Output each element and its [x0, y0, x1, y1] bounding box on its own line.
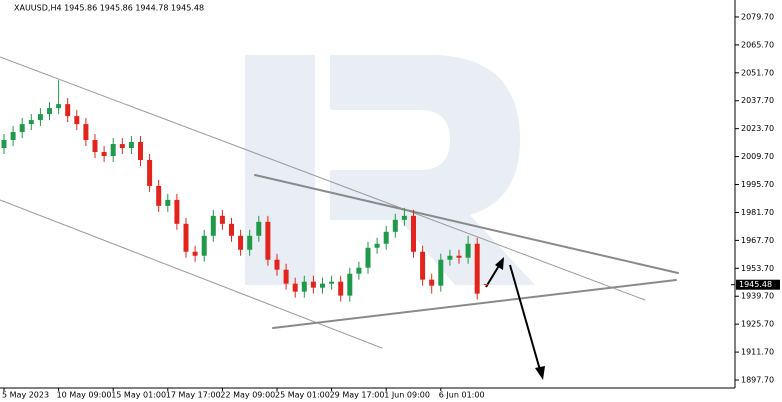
- candle-body: [310, 281, 316, 288]
- candle-body: [338, 281, 344, 296]
- y-tick-label: 1925.70: [741, 320, 774, 329]
- candle-body: [147, 159, 153, 186]
- candle-body: [192, 251, 198, 256]
- candle-body: [37, 114, 43, 121]
- y-tick-label: 2065.70: [741, 40, 774, 49]
- candle-body: [292, 283, 298, 292]
- candle-body: [401, 215, 407, 220]
- candle-body: [210, 215, 216, 236]
- y-tick-label: 1967.70: [741, 236, 774, 245]
- candle-body: [283, 269, 289, 284]
- candle-body: [201, 235, 207, 256]
- x-tick-label: 5 May 2023: [2, 391, 49, 400]
- candle-body: [320, 283, 325, 288]
- candle-body: [301, 281, 307, 292]
- candle-body: [74, 116, 80, 125]
- candle-body: [138, 142, 143, 160]
- current-price-label: 1945.48: [739, 280, 772, 289]
- x-tick-label: 10 May 09:00: [57, 391, 112, 400]
- y-tick-label: 2051.70: [741, 68, 774, 77]
- candle-body: [83, 124, 89, 141]
- candle-body: [483, 283, 489, 285]
- x-tick-label: 15 May 01:00: [111, 391, 166, 400]
- candle-body: [101, 152, 107, 156]
- candle-body: [128, 142, 134, 149]
- candle-body: [329, 281, 335, 284]
- candle-body: [10, 132, 16, 141]
- candle-body: [474, 243, 480, 294]
- y-tick-label: 1981.70: [741, 208, 774, 217]
- candle-body: [374, 243, 380, 248]
- candle-body: [92, 140, 98, 153]
- candle-body: [420, 251, 426, 280]
- y-tick-label: 2023.70: [741, 124, 774, 133]
- trend-lines: [0, 56, 679, 349]
- current-price-box: [736, 279, 780, 290]
- y-tick-label: 2079.70: [741, 12, 774, 21]
- chart-title: XAUUSD,H4 1945.86 1945.86 1944.78 1945.4…: [14, 4, 204, 13]
- x-tick-label: 29 May 17:00: [330, 391, 385, 400]
- candle-body: [229, 223, 234, 236]
- y-tick-label: 2037.70: [741, 96, 774, 105]
- candle-body: [411, 215, 416, 252]
- candle-body: [56, 104, 62, 109]
- candle-body: [429, 279, 435, 286]
- candle-body: [247, 235, 253, 250]
- x-tick-label: 25 May 01:00: [275, 391, 330, 400]
- candle-body: [119, 144, 125, 149]
- candle-body: [156, 185, 162, 206]
- candle-body: [456, 255, 462, 258]
- y-tick-label: 2009.70: [741, 152, 774, 161]
- candle-body: [28, 120, 34, 125]
- x-tick-label: 22 May 09:00: [220, 391, 275, 400]
- forecast-arrows: [485, 257, 545, 380]
- watermark: [245, 55, 535, 285]
- candle-body: [274, 259, 280, 270]
- candle-body: [347, 273, 353, 296]
- y-tick-label: 1939.70: [741, 292, 774, 301]
- x-tick-label: 1 Jun 09:00: [384, 391, 430, 400]
- candle-body: [438, 259, 444, 286]
- candle-body: [65, 104, 71, 117]
- candle-body: [174, 199, 180, 224]
- candle-body: [19, 124, 25, 133]
- candle-body: [219, 215, 225, 224]
- x-tick-label: 17 May 17:00: [166, 391, 221, 400]
- candle-body: [465, 243, 471, 258]
- candle-body: [365, 247, 371, 268]
- candle-body: [238, 235, 244, 250]
- candle-body: [165, 199, 171, 206]
- candle-body: [383, 231, 389, 244]
- candle-body: [1, 140, 7, 149]
- candle-body: [256, 221, 262, 236]
- candle-body: [392, 219, 398, 232]
- y-tick-label: 1953.70: [741, 264, 774, 273]
- x-tick-label: 6 Jun 01:00: [439, 391, 485, 400]
- y-tick-label: 1995.70: [741, 180, 774, 189]
- candle-body: [447, 255, 453, 260]
- y-tick-label: 1897.70: [741, 376, 774, 385]
- candle-body: [356, 267, 362, 274]
- candle-body: [47, 108, 52, 115]
- y-tick-label: 1911.70: [741, 348, 774, 357]
- candle-body: [183, 223, 189, 252]
- candle-body: [110, 144, 116, 156]
- candle-body: [265, 221, 271, 260]
